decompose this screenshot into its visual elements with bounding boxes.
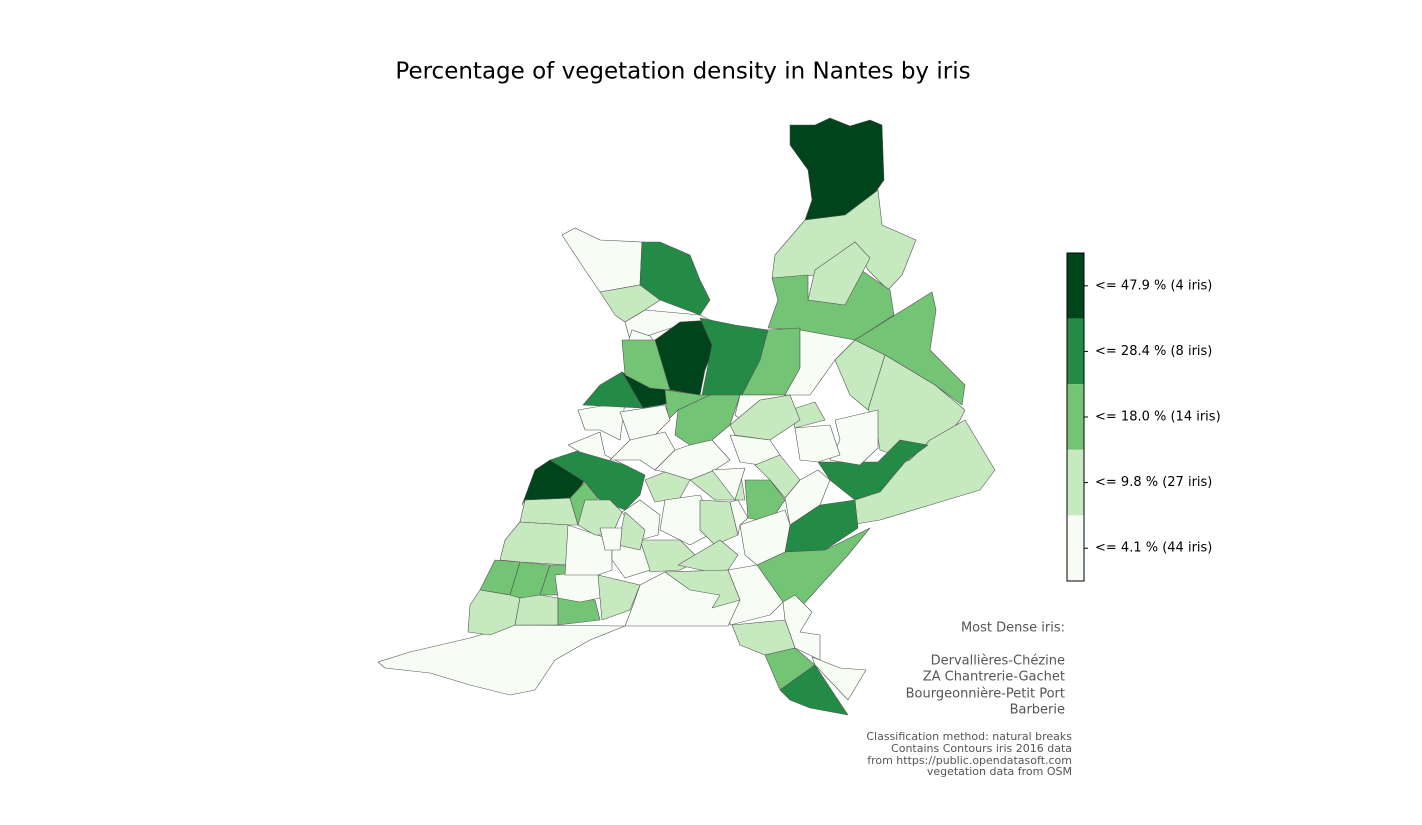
iris-area [767,267,895,341]
iris-area [519,497,579,526]
iris-area [794,424,841,463]
iris-area [599,527,623,551]
legend-label: <= 47.9 % (4 iris) [1095,278,1212,293]
iris-area [664,569,741,609]
source-line: vegetation data from OSM [927,765,1072,778]
iris-area [577,401,626,441]
iris-area [811,656,867,701]
iris-area [699,499,739,546]
legend-label: <= 4.1 % (44 iris) [1095,541,1212,556]
dense-iris-name: Dervallières-Chézine [931,654,1065,669]
legend-label: <= 9.8 % (27 iris) [1095,475,1212,490]
annotation: Most Dense iris: Dervallières-Chézine ZA… [906,621,1065,718]
legend-swatch [1067,449,1084,516]
iris-area [619,404,671,441]
dense-iris-name: ZA Chantrerie-Gachet [923,670,1065,685]
source-line: Contains Contours iris 2016 data [891,742,1072,755]
legend-label: <= 18.0 % (14 iris) [1095,410,1221,425]
sources: Classification method: natural breaks Co… [866,730,1072,778]
legend-swatch [1067,318,1084,385]
iris-area [644,471,691,503]
legend-swatch [1067,253,1084,319]
source-line: Classification method: natural breaks [866,730,1072,743]
iris-area [561,227,643,293]
iris-area [377,624,626,696]
iris-area [674,394,741,446]
iris-map [377,117,996,716]
iris-area [729,499,749,536]
iris-area [514,594,559,626]
legend-swatch [1067,515,1084,581]
legend-frame [1066,252,1085,582]
iris-area [597,574,641,621]
iris-area [829,409,879,466]
iris-area [711,467,746,501]
iris-area [817,439,929,501]
iris-area [744,479,786,523]
map-title: Percentage of vegetation density in Nant… [395,59,970,85]
dense-iris-name: Bourgeonnière-Petit Port [906,687,1065,702]
annotation-heading: Most Dense iris: [961,621,1065,636]
legend: <= 47.9 % (4 iris) <= 28.4 % (8 iris) <= 1… [1066,252,1221,582]
iris-area [729,394,801,441]
iris-area [739,509,791,566]
iris-area [731,619,796,656]
legend-swatch [1067,384,1084,450]
iris-area [779,664,849,716]
dense-iris-name: Barberie [1010,703,1065,718]
iris-area [499,521,571,566]
source-line: from https://public.opendatasoft.com [867,754,1072,767]
legend-label: <= 28.4 % (8 iris) [1095,344,1212,359]
iris-area [807,241,871,306]
iris-area [621,339,671,391]
